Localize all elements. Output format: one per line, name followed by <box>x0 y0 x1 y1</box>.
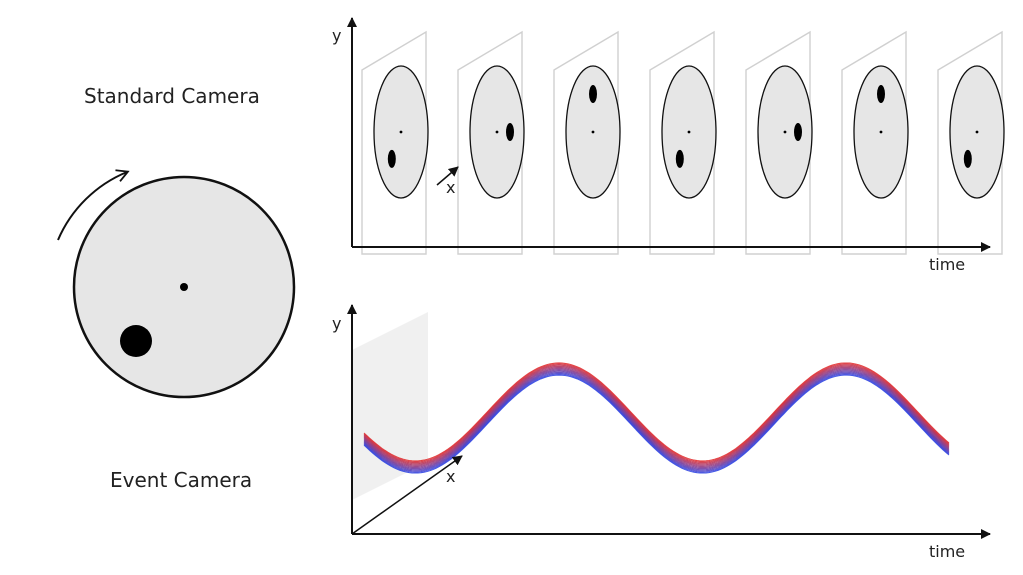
frame-moving-dot <box>675 149 684 168</box>
event-strand <box>363 364 950 464</box>
frame-center-dot <box>687 130 691 134</box>
standard-camera-label: Standard Camera <box>84 84 260 108</box>
event-strand <box>363 369 950 469</box>
frame-center-dot <box>591 130 595 134</box>
frame-moving-dot <box>877 85 885 103</box>
event-strand <box>363 362 950 462</box>
bottom-x-axis <box>351 455 463 535</box>
frame-center-dot <box>783 130 787 134</box>
frame <box>745 30 813 255</box>
event-stream-helix <box>363 362 950 474</box>
frame <box>553 30 621 255</box>
event-strand <box>363 363 950 463</box>
event-strand <box>363 365 950 465</box>
bottom-axes: y x time <box>332 304 991 561</box>
frame-center-dot <box>399 130 403 134</box>
frame <box>841 30 909 255</box>
event-strand <box>363 366 950 466</box>
bottom-x-label: x <box>446 467 455 486</box>
event-camera-label: Event Camera <box>110 468 252 492</box>
frame-moving-dot <box>589 85 597 103</box>
frame <box>649 30 717 255</box>
top-x-label: x <box>446 178 455 197</box>
top-x-axis <box>436 166 459 186</box>
bottom-time-label: time <box>929 542 965 561</box>
event-strand <box>363 371 950 471</box>
frame-moving-dot <box>963 149 972 168</box>
frame-sequence <box>361 30 1005 255</box>
frame <box>361 30 429 255</box>
frame-moving-dot <box>794 123 802 141</box>
frame-moving-dot <box>387 149 396 168</box>
top-y-label: y <box>332 26 341 45</box>
bottom-y-label: y <box>332 314 341 333</box>
event-strand <box>363 372 950 472</box>
frame-center-dot <box>975 130 979 134</box>
disk-center-dot <box>180 283 188 291</box>
frame <box>457 30 525 255</box>
rotating-disk <box>57 169 296 399</box>
event-strand <box>363 373 950 473</box>
disk-moving-dot <box>120 325 152 357</box>
event-sensor-plane <box>352 312 428 500</box>
event-strand <box>363 374 950 474</box>
event-strand <box>363 367 950 467</box>
event-strand <box>363 370 950 470</box>
top-axes: y x time <box>332 17 991 274</box>
frame-center-dot <box>495 130 499 134</box>
frame <box>937 30 1005 255</box>
rotation-arrow <box>57 169 130 241</box>
frame-center-dot <box>879 130 883 134</box>
top-time-label: time <box>929 255 965 274</box>
frame-moving-dot <box>506 123 514 141</box>
